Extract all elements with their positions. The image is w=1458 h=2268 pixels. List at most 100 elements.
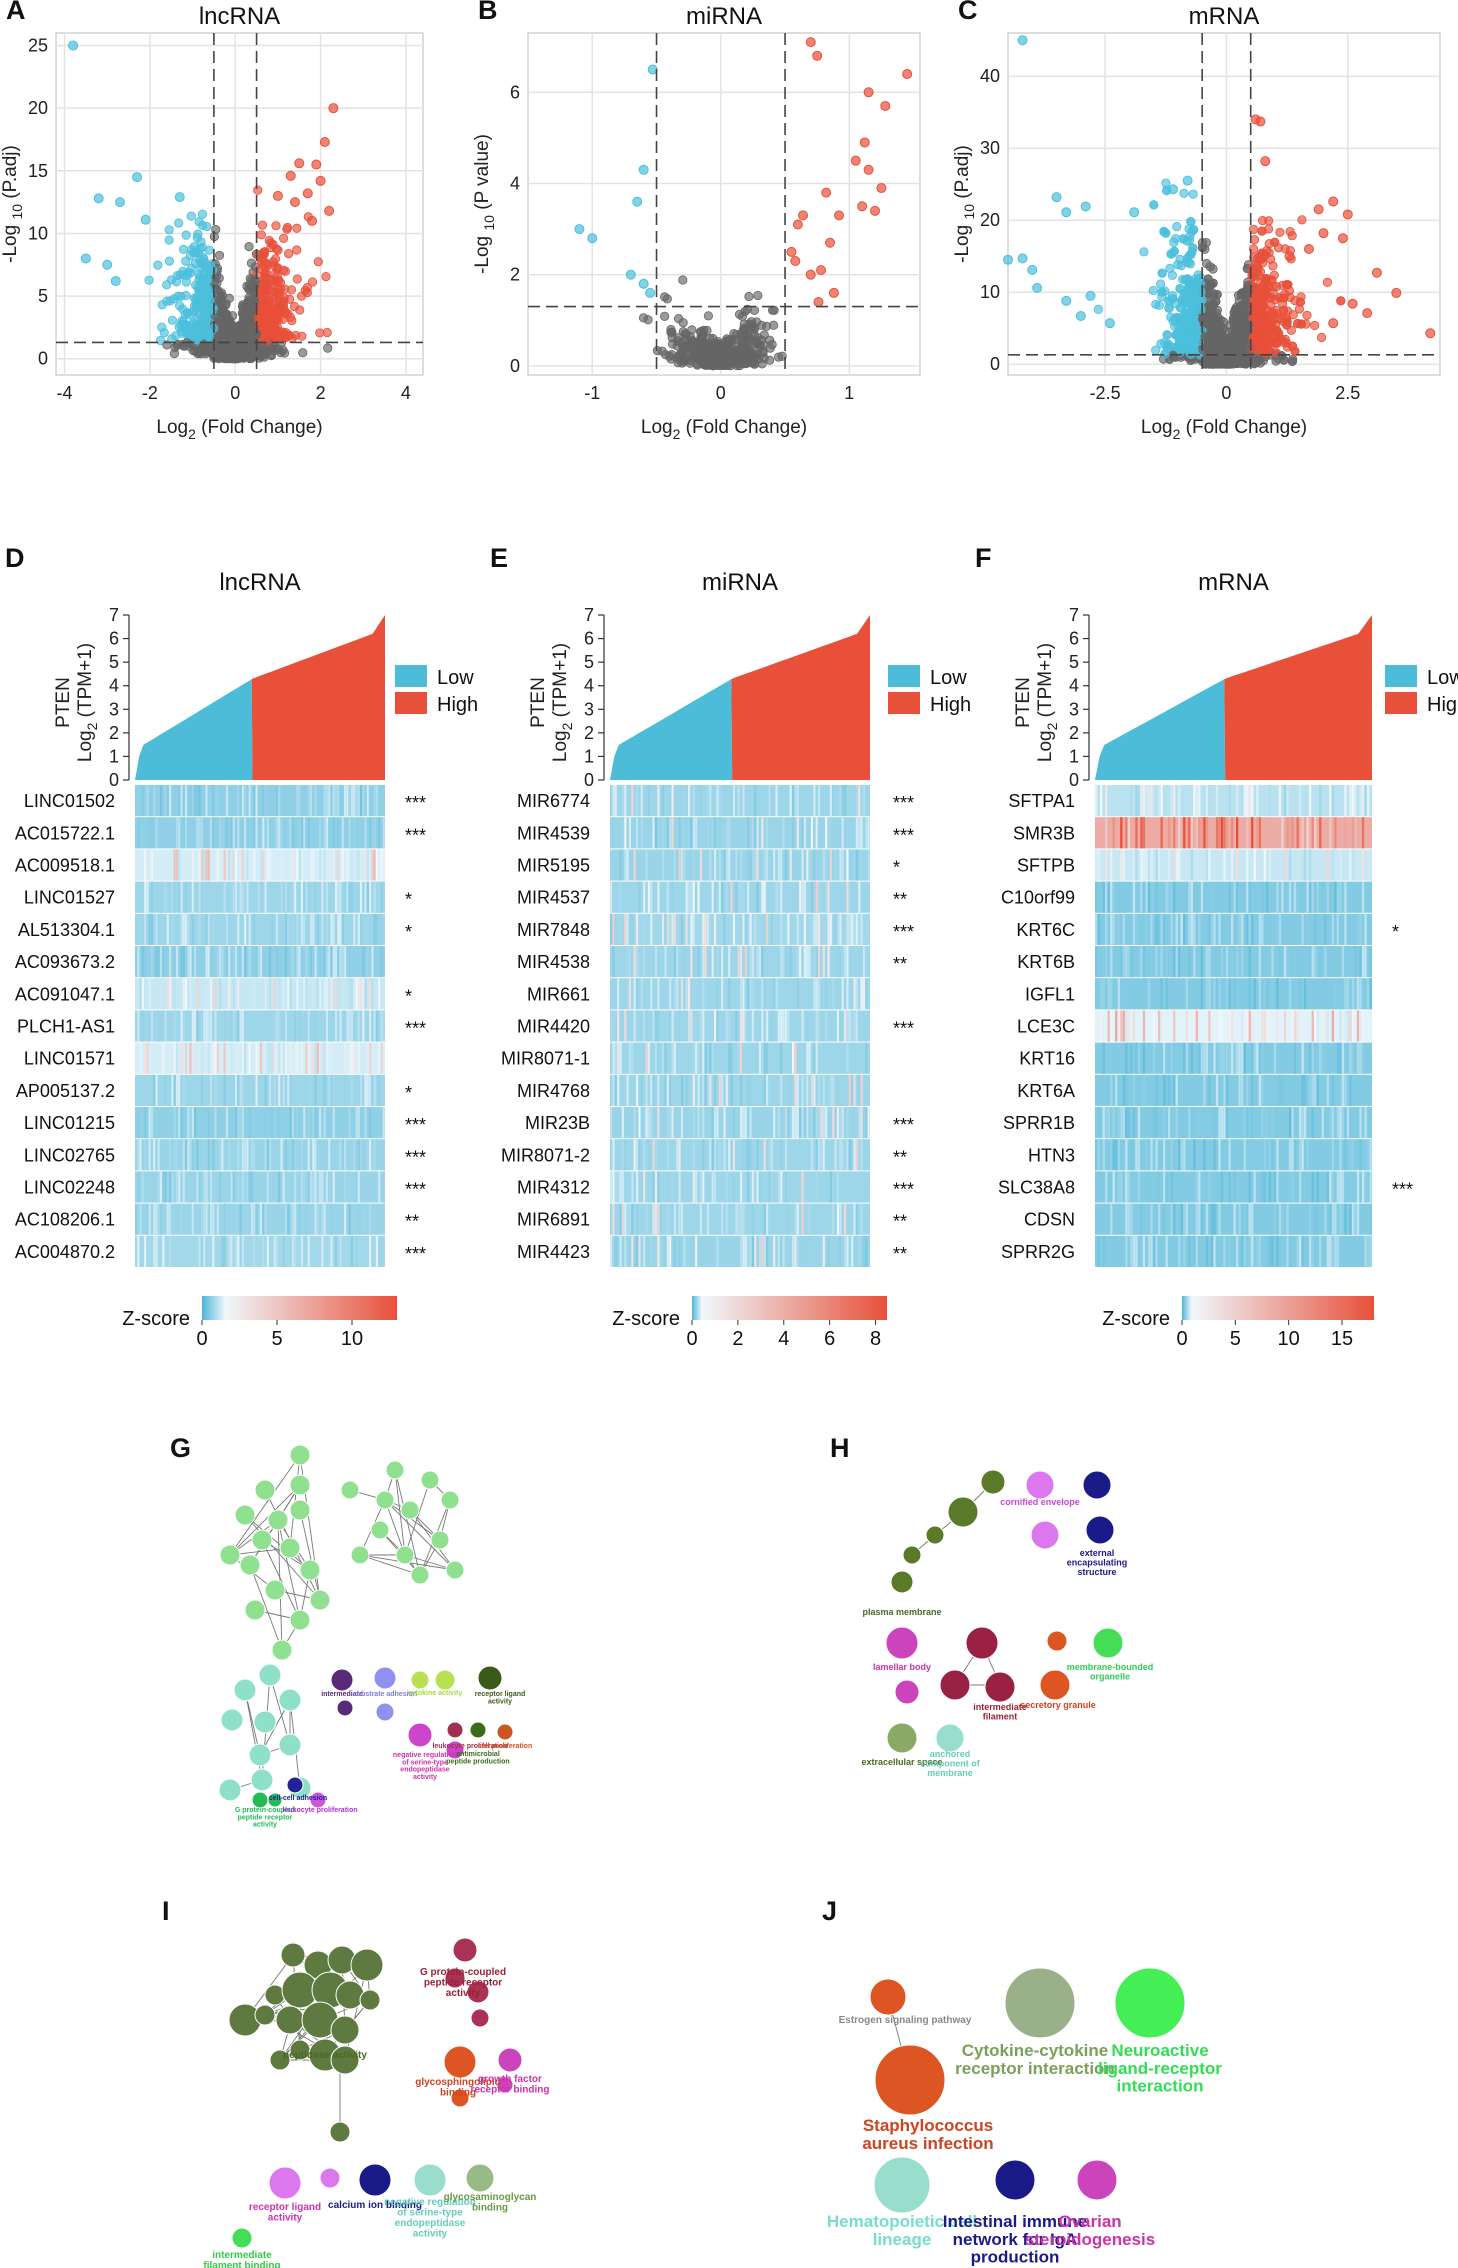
heatmap-cell [191,1010,194,1042]
heatmap-cell [296,1042,299,1074]
significance-mark: * [405,986,412,1006]
data-point-up [1328,196,1339,207]
data-point [258,342,268,352]
data-point [246,319,256,329]
heatmap-cell [141,1010,144,1042]
heatmap-cell [328,785,331,817]
heatmap-cell [144,1042,147,1074]
data-point-up [294,158,305,169]
heatmap-cell [291,1107,294,1139]
heatmap-cell [355,849,358,881]
data-point [1151,299,1161,309]
data-point-down [1032,282,1043,293]
heatmap-cell [273,1042,276,1074]
heatmap-cell [373,785,376,817]
heatmap-cell [246,1139,249,1171]
heatmap-cell [153,1139,156,1171]
data-point [197,209,208,219]
data-point [1285,226,1295,237]
heatmap-cell [150,1074,153,1106]
heatmap-row [135,1107,385,1139]
heatmap-cell [139,978,142,1010]
heatmap-cell [164,1042,167,1074]
heatmap-cell [291,946,294,978]
heatmap-cell [357,1107,360,1139]
heatmap-cell [139,817,142,849]
data-point [265,304,275,314]
heatmap-cell [335,978,338,1010]
data-point [1186,278,1196,288]
data-point [1196,305,1206,315]
heatmap-cell [191,913,194,945]
heatmap-cell [187,913,190,945]
significance-mark: *** [405,1019,426,1039]
data-point [1268,261,1278,271]
heatmap-cell [196,849,199,881]
data-point-down [1017,253,1028,264]
data-point [238,341,248,351]
data-point [664,351,674,361]
data-point [153,260,163,270]
heatmap-cell [144,881,147,913]
data-point-down [638,164,649,175]
data-point [1175,314,1185,324]
heatmap-cell [280,881,283,913]
heatmap-cell [287,1074,290,1106]
heatmap-cell [310,913,313,945]
data-point-up [289,197,300,208]
heatmap-cell [319,849,322,881]
heatmap-cell [144,849,147,881]
data-point [1275,227,1285,238]
heatmap-cell [135,849,138,881]
data-point [1336,296,1346,306]
heatmap-cell [337,978,340,1010]
heatmap-cell [332,913,335,945]
heatmap-row [135,946,385,978]
heatmap-cell [335,1010,338,1042]
heatmap-cell [257,1042,260,1074]
heatmap-cell [378,817,381,849]
heatmap-cell [360,1042,363,1074]
data-point [1198,345,1208,355]
gene-label: LINC01215 [24,1113,115,1133]
data-point [1246,352,1257,362]
heatmap-cell [191,785,194,817]
expression-bar-high [251,615,385,780]
heatmap-cell [169,1139,172,1171]
heatmap-cell [248,946,251,978]
heatmap-cell [307,1010,310,1042]
heatmap-cell [364,1074,367,1106]
heatmap-cell [264,881,267,913]
data-point [256,305,267,315]
data-point [1241,344,1251,354]
data-point [1093,304,1103,315]
data-point [278,233,289,243]
heatmap-cell [175,1139,178,1171]
data-point [264,327,275,337]
data-point [175,301,185,311]
heatmap-cell [323,785,326,817]
heatmap-cell [323,1107,326,1139]
heatmap-cell [369,1139,372,1171]
data-point [176,291,186,301]
data-point [220,300,231,310]
heatmap-cell [328,1139,331,1171]
panel-label: C [958,0,978,25]
data-point-down [1168,184,1179,195]
heatmap-cell [300,817,303,849]
heatmap-cell [150,817,153,849]
y-tick-label: 7 [109,605,119,625]
heatmap-cell [305,785,308,817]
data-point-down [68,40,79,51]
heatmap-cell [180,946,183,978]
heatmap-cell [150,913,153,945]
heatmap-cell [355,978,358,1010]
heatmap-cell [182,1010,185,1042]
heatmap-cell [339,881,342,913]
heatmap-cell [157,946,160,978]
heatmap-cell [255,785,258,817]
data-point [718,342,728,353]
heatmap-cell [148,817,151,849]
heatmap-cell [241,1139,244,1171]
